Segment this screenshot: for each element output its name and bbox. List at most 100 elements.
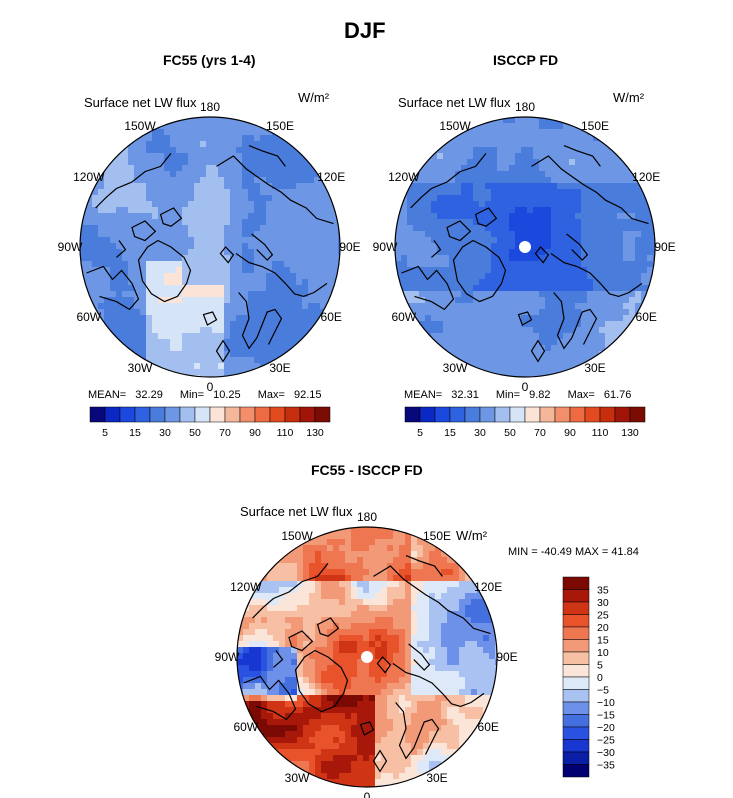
field-cell	[146, 153, 153, 160]
field-cell	[297, 605, 304, 612]
field-cell	[369, 545, 376, 552]
field-cell	[272, 255, 279, 262]
field-cell	[467, 231, 474, 238]
field-cell	[309, 725, 316, 732]
field-cell	[321, 719, 328, 726]
field-cell	[599, 297, 606, 304]
field-cell	[332, 267, 339, 274]
field-cell	[236, 135, 243, 142]
coastline	[248, 145, 286, 167]
field-cell	[503, 369, 510, 376]
field-cell	[140, 297, 147, 304]
field-cell	[200, 243, 207, 250]
field-cell	[545, 219, 552, 226]
field-cell	[405, 683, 412, 690]
field-cell	[489, 641, 496, 648]
field-cell	[327, 533, 334, 540]
field-cell	[284, 321, 291, 328]
field-cell	[315, 659, 322, 666]
field-cell	[194, 363, 201, 370]
field-cell	[309, 659, 316, 666]
field-cell	[629, 291, 636, 298]
field-cell	[437, 183, 444, 190]
field-cell	[479, 309, 486, 316]
field-cell	[272, 195, 279, 202]
field-cell	[206, 357, 213, 364]
field-cell	[401, 249, 408, 256]
field-cell	[497, 315, 504, 322]
field-cell	[290, 207, 297, 214]
field-cell	[164, 279, 171, 286]
field-cell	[425, 327, 432, 334]
field-cell	[182, 153, 189, 160]
field-cell	[477, 593, 484, 600]
field-cell	[224, 261, 231, 268]
field-cell	[369, 611, 376, 618]
field-cell	[116, 153, 123, 160]
field-cell	[357, 761, 364, 768]
field-cell	[122, 177, 129, 184]
field-cell	[521, 339, 528, 346]
field-cell	[417, 731, 424, 738]
field-cell	[158, 231, 165, 238]
field-cell	[308, 261, 315, 268]
field-cell	[194, 273, 201, 280]
field-cell	[237, 677, 244, 684]
colorbar-swatch	[562, 601, 590, 615]
colorbar-label: −25	[597, 735, 615, 747]
field-cell	[521, 345, 528, 352]
field-cell	[479, 195, 486, 202]
field-cell	[273, 743, 280, 750]
field-cell	[515, 375, 522, 377]
field-cell	[461, 135, 468, 142]
field-cell	[459, 623, 466, 630]
field-cell	[182, 357, 189, 364]
field-cell	[236, 171, 243, 178]
field-cell	[533, 243, 540, 250]
field-cell	[557, 279, 564, 286]
field-cell	[230, 255, 237, 262]
field-cell	[80, 231, 87, 238]
field-cell	[375, 527, 382, 534]
coastline	[238, 292, 283, 350]
field-cell	[399, 539, 406, 546]
field-cell	[206, 171, 213, 178]
field-cell	[491, 345, 498, 352]
field-cell	[387, 653, 394, 660]
field-cell	[254, 273, 261, 280]
field-cell	[465, 689, 472, 696]
field-cell	[387, 749, 394, 756]
field-cell	[327, 725, 334, 732]
field-cell	[200, 177, 207, 184]
field-cell	[242, 315, 249, 322]
field-cell	[339, 779, 346, 786]
field-cell	[443, 327, 450, 334]
field-cell	[449, 339, 456, 346]
field-cell	[459, 587, 466, 594]
field-cell	[417, 725, 424, 732]
field-cell	[122, 249, 129, 256]
field-cell	[423, 629, 430, 636]
field-cell	[116, 273, 123, 280]
field-cell	[599, 183, 606, 190]
field-cell	[272, 291, 279, 298]
field-cell	[206, 117, 213, 124]
field-cell	[441, 563, 448, 570]
field-cell	[333, 599, 340, 606]
field-cell	[611, 237, 618, 244]
min-value: 10.25	[213, 389, 241, 401]
field-cell	[309, 581, 316, 588]
field-cell	[393, 653, 400, 660]
field-cell	[393, 713, 400, 720]
field-cell	[563, 255, 570, 262]
field-cell	[527, 267, 534, 274]
field-cell	[363, 581, 370, 588]
field-cell	[545, 159, 552, 166]
field-cell	[369, 785, 376, 787]
field-cell	[302, 213, 309, 220]
field-cell	[206, 261, 213, 268]
field-cell	[158, 315, 165, 322]
field-cell	[387, 599, 394, 606]
field-cell	[345, 755, 352, 762]
field-cell	[477, 605, 484, 612]
